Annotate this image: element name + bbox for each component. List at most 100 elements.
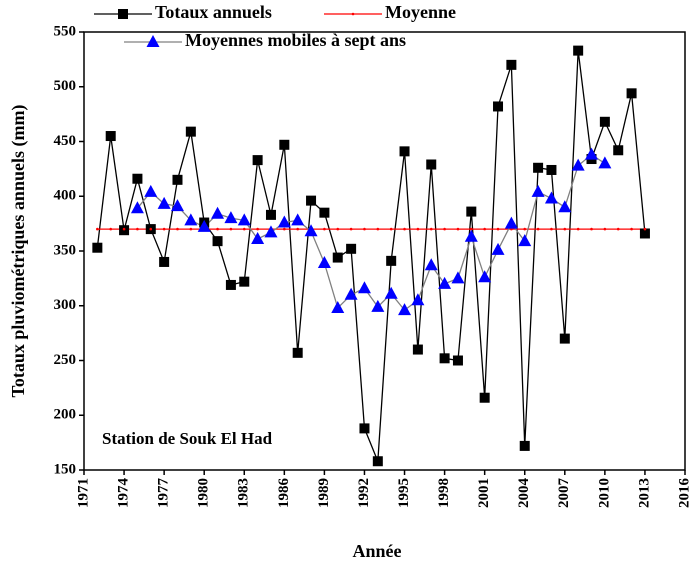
plot-frame [83,31,686,471]
triangle-marker [464,229,478,242]
x-tick-label: 2007 [556,478,572,509]
triangle-marker [438,276,452,289]
square-marker [506,59,517,70]
x-tick-label: 1998 [436,478,452,508]
dot-marker [523,227,527,231]
square-marker [332,252,343,263]
x-tick-label: 2013 [636,478,652,508]
square-marker [252,155,263,166]
triangle-marker [251,231,265,244]
x-tick-label: 1992 [356,478,372,508]
square-marker [359,423,370,434]
dot-marker [136,227,139,231]
square-marker [546,164,557,175]
dot-marker [363,227,366,231]
square-marker [439,353,450,364]
square-marker [319,207,330,218]
y-tick-label: 200 [54,407,77,423]
triangle-marker [504,216,518,229]
triangle-marker [398,303,412,316]
x-axis-label: Année [353,541,402,561]
triangle-marker [331,300,345,313]
triangle-marker [411,293,425,306]
x-tick-label: 2001 [476,478,492,508]
square-marker [225,279,236,290]
dot-marker [109,227,113,231]
dot-marker [403,227,406,231]
legend-marker [146,35,160,47]
dot-marker [216,227,219,231]
square-marker [559,333,570,344]
x-tick-label: 1983 [236,478,252,508]
dot-marker [176,227,179,231]
dot-marker [576,227,580,231]
legend-marker [351,12,355,16]
square-marker [639,228,650,239]
dot-marker [443,227,446,231]
dot-marker [229,227,233,231]
dot-marker [416,227,420,231]
y-tick-label: 550 [54,23,77,39]
y-tick-label: 150 [54,461,77,477]
series-line [96,50,646,462]
triangle-marker [237,213,251,226]
dot-marker [603,227,607,231]
dot-marker [630,227,633,231]
square-marker [265,209,276,220]
y-tick-label: 350 [54,242,77,258]
triangle-marker [491,242,505,255]
dot-marker [256,227,259,231]
dot-marker [376,227,380,231]
square-marker [159,256,170,267]
dot-marker [283,227,286,231]
triangle-marker [184,213,198,226]
triangle-marker [371,299,385,312]
triangle-marker [304,224,318,237]
triangle-marker [531,184,545,197]
x-tick-label: 2016 [676,478,691,509]
dot-marker [496,227,500,231]
dot-marker [189,227,193,231]
triangle-marker [544,191,558,204]
x-tick-label: 1974 [116,478,132,509]
dot-marker [550,227,553,231]
square-marker [533,162,544,173]
y-tick-label: 400 [54,188,77,204]
triangle-marker [518,234,532,247]
dot-marker [242,227,246,231]
square-marker [399,146,410,157]
triangle-marker [197,219,211,232]
triangle-marker [585,147,599,160]
dot-marker [590,227,593,231]
annotation: Station de Souk El Had [102,429,273,448]
dot-marker [122,227,126,231]
dot-marker [96,227,99,231]
legend-label: Moyenne [385,2,456,22]
dot-marker [456,227,460,231]
legend-label: Moyennes mobiles à sept ans [185,30,406,50]
square-marker [386,255,397,266]
x-tick-label: 2004 [516,478,532,509]
triangle-marker [571,158,585,171]
triangle-marker [211,206,225,219]
square-marker [105,131,116,142]
triangle-marker [598,156,612,169]
dot-marker [149,227,153,231]
triangle-marker [277,215,291,228]
y-tick-label: 250 [54,352,77,368]
square-marker [292,347,303,358]
triangle-marker [224,211,238,224]
square-marker [613,145,624,156]
square-marker [479,392,490,403]
dot-marker [162,227,166,231]
dot-marker [389,227,393,231]
square-marker [185,126,196,137]
dot-marker [643,227,647,231]
legend-marker [118,9,128,19]
square-marker [466,206,477,217]
x-tick-label: 2010 [596,478,612,508]
x-tick-label: 1989 [316,478,332,508]
triangle-marker [558,200,572,213]
dot-marker [336,227,340,231]
